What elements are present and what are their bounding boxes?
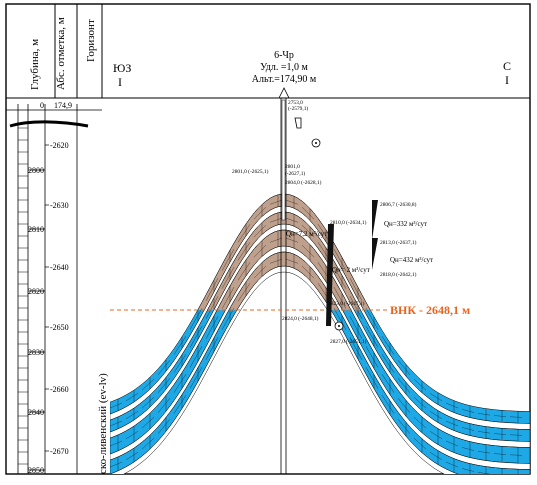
depth-tick-label: 2840: [28, 408, 44, 417]
depth-tick-label: 2830: [28, 348, 44, 357]
perforation-mark: [372, 200, 378, 240]
direction-right-sub: I: [505, 73, 509, 87]
ann-9: 2813,0 (-2637,1): [380, 239, 417, 246]
abs-tick-label: -2630: [50, 201, 69, 210]
abs-tick-label: -2650: [50, 323, 69, 332]
ann-11: 2824,0 (-2648,1): [282, 315, 319, 322]
header-horizon-label: Горизонт: [85, 19, 97, 62]
ann-3: 2801,0 (-2625,1): [232, 168, 269, 175]
test-result-2: Qн=432 м³/сут: [390, 256, 433, 264]
well-name: 6-Чр: [274, 50, 294, 61]
depth-tick-label: 2850: [28, 466, 44, 475]
ann-10: 2818,0 (-2642,1): [380, 271, 417, 278]
depth-tick-label: 2800: [28, 166, 44, 175]
abs-tick-label: -2670: [50, 447, 69, 456]
ann-13: 2827,0 (-2651,1): [330, 338, 367, 345]
well-triangle-icon: [278, 87, 290, 99]
abs-tick-label: -2640: [50, 263, 69, 272]
ann-4: 2801,0: [285, 164, 300, 170]
header-abs-label: Абс. отметка, м: [55, 17, 67, 90]
test-result-1: Qн=332 м³/сут: [384, 220, 427, 228]
ann-5: (-2627,1): [285, 170, 305, 177]
depth-tick-label: 2820: [28, 287, 44, 296]
well-udl: Удл. =1,0 м: [260, 62, 308, 73]
direction-left: ЮЗ: [113, 61, 131, 75]
header-depth-label: Глубина, м: [29, 39, 41, 90]
ann-7: 2810,0 (-2634,1): [330, 219, 367, 226]
test-result-4: Qн=7,2 м³/сут: [286, 230, 327, 238]
ann-1: 2753,0: [288, 100, 303, 106]
abs-top-value: 174,9: [54, 101, 72, 110]
depth-top-value: 0: [40, 101, 44, 110]
oil-saturated-band: [216, 229, 352, 310]
abs-tick-label: -2620: [50, 141, 69, 150]
perforation-mark-2: [372, 238, 378, 270]
ann-12: 2823,0 (-2647,1): [328, 300, 365, 307]
owc-label: ВНК - 2648,1 м: [390, 303, 470, 317]
test-result-3: Qн= 2 м³/сут: [332, 266, 370, 274]
ann-8: 2806,7 (-2630,8): [380, 201, 417, 208]
gauge-icon: [294, 117, 302, 129]
outer-border: [5, 3, 531, 475]
depth-tick-label: 2810: [28, 225, 44, 234]
direction-left-sub: I: [118, 75, 122, 89]
formation-label: ско-ливенский (ev-lv): [97, 373, 109, 474]
perforation-interval: [326, 224, 334, 326]
well-alt: Альт.=174,90 м: [252, 74, 317, 85]
ann-6: 2804,0 (-2628,1): [285, 179, 322, 186]
ann-2: (-2579,1): [288, 105, 308, 112]
abs-tick-label: -2660: [50, 385, 69, 394]
direction-right: С: [503, 59, 511, 73]
